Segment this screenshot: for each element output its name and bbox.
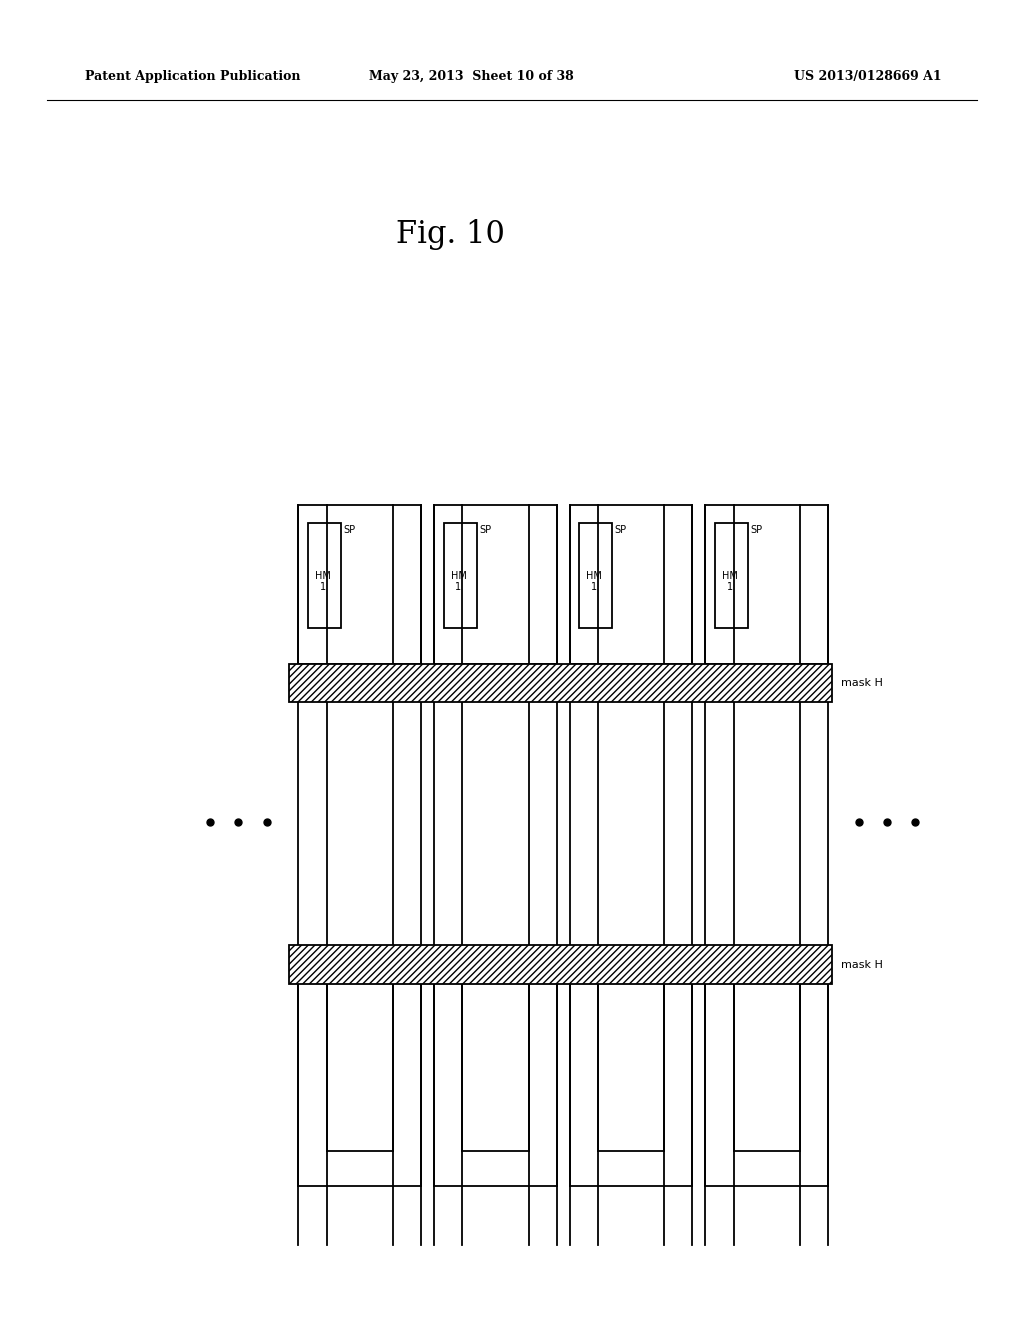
Text: SP: SP xyxy=(343,525,355,535)
Text: mask H: mask H xyxy=(841,960,883,970)
Text: May 23, 2013  Sheet 10 of 38: May 23, 2013 Sheet 10 of 38 xyxy=(369,70,573,83)
Text: HM
1: HM 1 xyxy=(314,570,331,593)
Text: HM
1: HM 1 xyxy=(586,570,602,593)
Bar xyxy=(580,523,612,628)
Text: SP: SP xyxy=(751,525,763,535)
Bar xyxy=(289,664,831,702)
Text: Fig. 10: Fig. 10 xyxy=(396,219,505,251)
Bar xyxy=(443,523,476,628)
Bar xyxy=(569,506,692,664)
Text: mask H: mask H xyxy=(841,678,883,688)
Text: HM
1: HM 1 xyxy=(451,570,466,593)
Bar xyxy=(308,523,341,628)
Bar xyxy=(706,506,828,664)
Bar xyxy=(434,506,557,664)
Text: Patent Application Publication: Patent Application Publication xyxy=(85,70,300,83)
Text: US 2013/0128669 A1: US 2013/0128669 A1 xyxy=(795,70,942,83)
Bar xyxy=(289,945,831,985)
Bar xyxy=(715,523,748,628)
Text: SP: SP xyxy=(614,525,627,535)
Text: SP: SP xyxy=(479,525,492,535)
Text: HM
1: HM 1 xyxy=(722,570,737,593)
Bar xyxy=(298,506,421,664)
